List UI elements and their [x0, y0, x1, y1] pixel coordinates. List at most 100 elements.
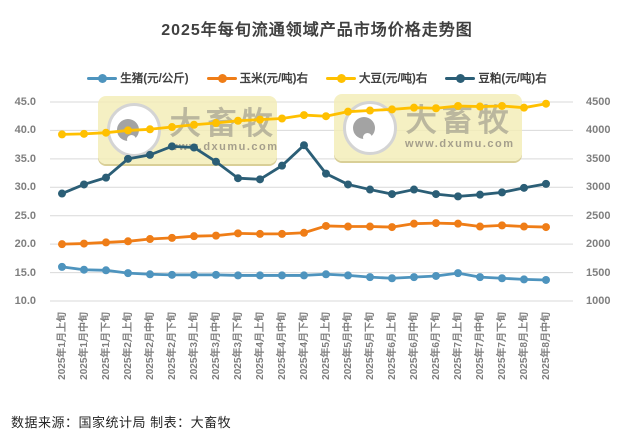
right-axis-tick: 1500 — [586, 266, 611, 279]
data-point — [542, 179, 550, 188]
left-axis-tick: 30.0 — [14, 181, 36, 194]
data-point — [212, 270, 220, 279]
data-point — [498, 221, 506, 230]
x-axis-label: 2025年4月下旬 — [298, 312, 310, 380]
x-axis-label: 2025年6月中旬 — [408, 312, 420, 380]
legend-label: 玉米(元/吨)右 — [239, 73, 308, 85]
data-point — [300, 271, 308, 280]
x-axis-label: 2025年6月上旬 — [386, 312, 398, 380]
data-point — [212, 119, 220, 128]
data-point — [190, 143, 198, 152]
data-point — [168, 123, 176, 132]
x-axis-label: 2025年2月上旬 — [122, 312, 134, 380]
legend-item-soybean-meal: 豆粕(元/吨)右 — [445, 70, 547, 86]
data-point — [278, 161, 286, 170]
data-point — [58, 240, 66, 249]
data-point — [256, 229, 264, 238]
data-point — [476, 222, 484, 231]
data-point — [366, 222, 374, 231]
data-point — [476, 102, 484, 111]
data-point — [432, 104, 440, 113]
data-point — [476, 190, 484, 199]
watermark-brand: 大畜牧 — [405, 103, 514, 138]
data-point — [212, 157, 220, 166]
data-point — [80, 265, 88, 274]
left-axis-tick: 20.0 — [14, 238, 36, 251]
right-axis-tick: 4000 — [586, 124, 611, 137]
data-point — [432, 190, 440, 199]
data-point — [58, 130, 66, 139]
soybean-series-marker-icon — [326, 73, 356, 83]
data-point — [498, 188, 506, 197]
left-axis-tick: 25.0 — [14, 209, 36, 222]
data-point — [124, 154, 132, 163]
data-point — [366, 106, 374, 115]
data-point — [520, 222, 528, 231]
data-point — [124, 237, 132, 246]
data-point — [366, 185, 374, 194]
data-point — [146, 125, 154, 134]
data-point — [102, 238, 110, 247]
right-axis-tick: 1000 — [586, 295, 611, 307]
data-point — [278, 229, 286, 238]
data-source-note: 数据来源：国家统计局 制表：大畜牧 — [11, 415, 232, 430]
data-point — [234, 271, 242, 280]
left-axis-tick: 45.0 — [14, 96, 36, 108]
data-point — [432, 219, 440, 228]
right-axis-tick: 2500 — [586, 209, 611, 222]
x-axis-label: 2025年5月上旬 — [320, 312, 332, 380]
data-point — [234, 229, 242, 238]
data-point — [58, 189, 66, 198]
data-point — [146, 270, 154, 279]
data-point — [58, 262, 66, 271]
data-point — [388, 105, 396, 114]
data-point — [102, 266, 110, 275]
x-axis-label: 2025年4月中旬 — [276, 312, 288, 380]
data-point — [454, 192, 462, 201]
data-point — [454, 269, 462, 278]
data-point — [234, 174, 242, 183]
left-axis-tick: 35.0 — [14, 152, 36, 165]
data-point — [498, 274, 506, 283]
chart-title: 2025年每旬流通领域产品市场价格走势图 — [161, 22, 473, 39]
x-axis-label: 2025年1月下旬 — [100, 312, 112, 380]
data-point — [124, 126, 132, 135]
data-point — [498, 101, 506, 110]
pig-series-marker-icon — [87, 73, 118, 83]
legend-label: 豆粕(元/吨)右 — [478, 73, 547, 85]
data-point — [344, 107, 352, 116]
data-point — [168, 142, 176, 151]
data-point — [410, 273, 418, 282]
series-line-3 — [61, 143, 547, 198]
data-point — [190, 232, 198, 241]
x-axis-label: 2025年7月下旬 — [496, 312, 508, 380]
soybean-meal-series-marker-icon — [445, 73, 476, 83]
right-axis-tick: 3000 — [586, 181, 611, 194]
legend-item-soybean: 大豆(元/吨)右 — [326, 70, 427, 86]
data-point — [410, 185, 418, 194]
data-point — [80, 129, 88, 138]
data-point — [520, 103, 528, 112]
x-axis-label: 2025年7月中旬 — [474, 312, 486, 380]
x-axis-label: 2025年2月中旬 — [144, 312, 156, 380]
x-axis-label: 2025年6月下旬 — [430, 312, 442, 380]
data-point — [146, 150, 154, 159]
corn-series-marker-icon — [206, 73, 237, 83]
x-axis-label: 2025年3月中旬 — [210, 312, 222, 380]
x-axis-label: 2025年3月下旬 — [232, 312, 244, 380]
legend-label: 大豆(元/吨)右 — [359, 73, 428, 85]
watermark-url: www.dxumu.com — [405, 138, 515, 150]
x-axis-label: 2025年4月上旬 — [254, 312, 266, 380]
data-point — [190, 270, 198, 279]
x-axis-label: 2025年1月中旬 — [78, 312, 90, 380]
x-axis-label: 2025年3月上旬 — [188, 312, 200, 380]
data-point — [300, 111, 308, 120]
legend-item-corn: 玉米(元/吨)右 — [206, 70, 308, 86]
data-point — [124, 269, 132, 278]
left-axis-tick: 40.0 — [14, 124, 36, 137]
x-axis-label: 2025年8月上旬 — [518, 312, 530, 380]
data-point — [388, 223, 396, 232]
data-point — [190, 120, 198, 129]
